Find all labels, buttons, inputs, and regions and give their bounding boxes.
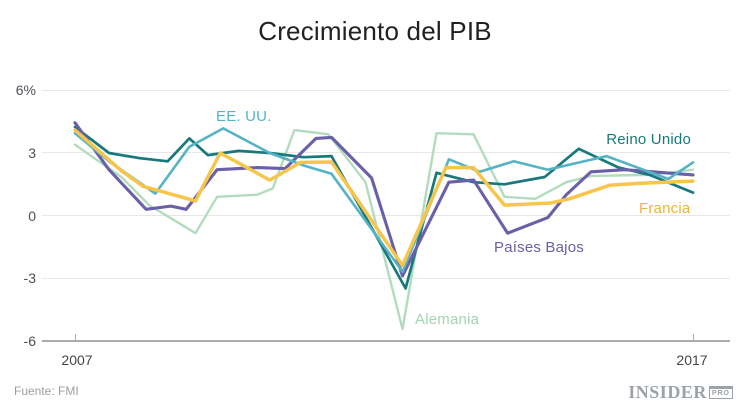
insiderpro-logo: INSIDER PRO [628, 382, 733, 403]
chart-title: Crecimiento del PIB [258, 16, 492, 46]
logo-insider-text: INSIDER [628, 382, 707, 402]
x-axis-line [42, 340, 730, 342]
series-line-0 [73, 128, 695, 331]
source-caption: Fuente: FMI [14, 384, 79, 398]
x-tick-label-2017: 2017 [676, 352, 708, 368]
series-line-3 [73, 127, 695, 274]
y-tick-label-3: 3 [28, 145, 36, 161]
series-line-4 [73, 128, 695, 268]
series-label-paises-bajos: Países Bajos [494, 239, 584, 256]
y-tick-label-neg3: -3 [23, 270, 36, 286]
gridline-neg3pct [42, 278, 730, 279]
gridline-0pct [42, 215, 730, 216]
gridline-6pct [42, 90, 730, 91]
series-label-alemania: Alemania [415, 311, 480, 328]
gridline-3pct [42, 152, 730, 153]
y-tick-label-6: 6% [15, 82, 36, 98]
logo-pro-badge: PRO [708, 386, 733, 399]
x-axis-tick-2017 [693, 334, 694, 340]
y-tick-label-neg6: -6 [23, 333, 36, 349]
y-tick-label-0: 0 [28, 208, 36, 224]
series-label-ee-uu: EE. UU. [216, 108, 272, 125]
x-tick-label-2007: 2007 [61, 352, 93, 368]
x-axis-tick-2007 [75, 334, 76, 340]
series-label-reino-unido: Reino Unido [606, 131, 691, 148]
series-label-francia: Francia [639, 200, 691, 217]
